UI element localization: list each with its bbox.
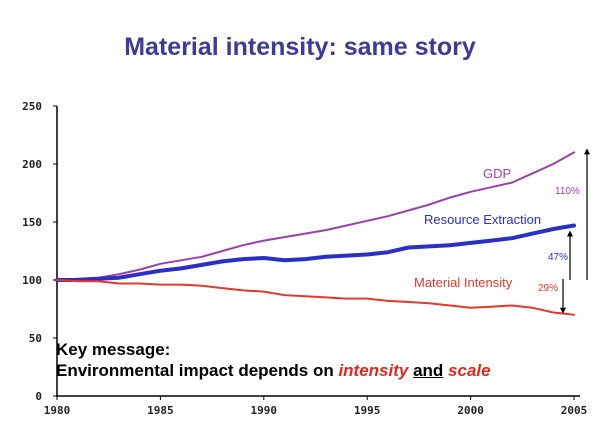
- y-tick-label: 150: [22, 216, 42, 229]
- resource-extraction-line: [55, 223, 576, 282]
- y-tick-label: 50: [29, 332, 42, 345]
- material-intensity-line: [56, 279, 575, 316]
- x-tick-label: 2000: [457, 404, 484, 417]
- resource-extraction-series-label: Resource Extraction: [424, 212, 541, 227]
- key-message-text: Environmental impact depends on intensit…: [56, 361, 491, 381]
- material-intensity-series-label: Material Intensity: [414, 275, 513, 290]
- chart-title: Material intensity: same story: [124, 33, 476, 61]
- key-message-scale: scale: [448, 361, 491, 380]
- y-tick-label: 100: [22, 274, 42, 287]
- intensity-change-label: 29%: [538, 283, 558, 294]
- key-message-and: and: [413, 361, 444, 380]
- gdp-change-arrow-head: [584, 148, 590, 155]
- intensity-change-arrow-head: [560, 307, 566, 314]
- key-message-prefix: Environmental impact depends on: [56, 361, 339, 380]
- gdp-series-label: GDP: [483, 166, 511, 181]
- gdp-line: [56, 151, 575, 281]
- key-message-heading: Key message:: [56, 340, 171, 359]
- y-tick-label: 0: [35, 390, 42, 403]
- x-tick-label: 2005: [561, 404, 588, 417]
- y-tick-label: 200: [22, 158, 42, 171]
- resource-change-arrow-head: [567, 230, 573, 237]
- x-tick-label: 1985: [147, 404, 174, 417]
- y-tick-label: 250: [22, 100, 42, 113]
- x-tick-label: 1980: [44, 404, 71, 417]
- resource-change-label: 47%: [548, 252, 568, 263]
- x-tick-label: 1995: [354, 404, 381, 417]
- x-tick-label: 1990: [251, 404, 278, 417]
- key-message-intensity: intensity: [338, 361, 409, 380]
- gdp-change-label: 110%: [555, 186, 580, 197]
